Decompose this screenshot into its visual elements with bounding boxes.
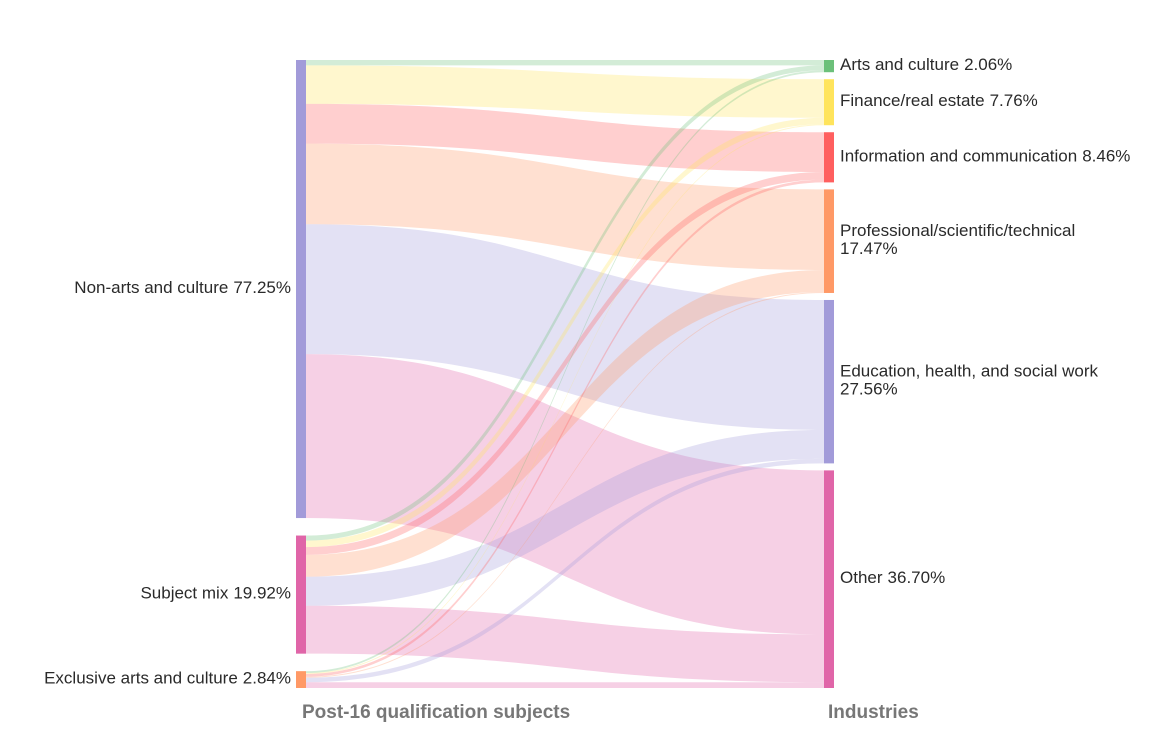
- node-label: Finance/real estate 7.76%: [840, 92, 1038, 111]
- node: [824, 60, 834, 73]
- node: [296, 535, 306, 654]
- node-label: Professional/scientific/technical 17.47%: [840, 222, 1075, 259]
- node: [824, 189, 834, 293]
- node: [824, 299, 834, 464]
- link: [306, 117, 824, 548]
- link: [306, 429, 824, 606]
- link: [306, 682, 824, 688]
- node-value-label: 2.06%: [964, 56, 1012, 75]
- node-name: Subject mix: [140, 584, 228, 603]
- link: [306, 143, 824, 271]
- source-title: Post-16 qualification subjects: [302, 702, 570, 723]
- link: [306, 224, 824, 430]
- link: [306, 65, 824, 118]
- node: [824, 470, 834, 688]
- node-value-label: 36.70%: [888, 569, 946, 588]
- node-label: Other 36.70%: [840, 569, 945, 588]
- link: [306, 291, 824, 678]
- node-label: Information and communication 8.46%: [840, 147, 1130, 166]
- nodes: Non-arts and culture 77.25% Subject mix 19.…: [44, 56, 1130, 688]
- link: [306, 171, 824, 555]
- node-name: Information and communication: [840, 147, 1077, 166]
- node: [296, 671, 306, 688]
- node-value-label: 17.47%: [840, 240, 898, 259]
- link: [306, 60, 824, 66]
- node-value-label: 8.46%: [1082, 147, 1130, 166]
- node-value-label: 19.92%: [233, 584, 291, 603]
- link: [306, 103, 824, 172]
- node-name: Education, health, and social work: [840, 362, 1098, 381]
- node-label: Subject mix 19.92%: [140, 584, 291, 603]
- node-name: Professional/scientific/technical: [840, 222, 1075, 241]
- node-name: Arts and culture: [840, 56, 959, 75]
- node-name: Exclusive arts and culture: [44, 669, 238, 688]
- links: [306, 60, 824, 688]
- link: [306, 605, 824, 683]
- link: [306, 124, 824, 674]
- node-label: Education, health, and social work 27.56%: [840, 362, 1098, 399]
- node-label: Arts and culture 2.06%: [840, 56, 1012, 75]
- target-title: Industries: [828, 702, 919, 723]
- node-name: Other: [840, 569, 883, 588]
- link: [306, 354, 824, 635]
- node-value-label: 2.84%: [243, 669, 291, 688]
- node-label: Non-arts and culture 77.25%: [74, 279, 291, 298]
- link: [306, 70, 824, 673]
- link: [306, 179, 824, 677]
- node-value-label: 27.56%: [840, 380, 898, 399]
- link: [306, 65, 824, 541]
- node-value-label: 77.25%: [233, 279, 291, 298]
- link: [306, 270, 824, 577]
- node-name: Non-arts and culture: [74, 279, 228, 298]
- node: [824, 132, 834, 183]
- node: [296, 60, 306, 519]
- node: [824, 79, 834, 126]
- node-value-label: 7.76%: [990, 92, 1038, 111]
- link: [306, 458, 824, 683]
- node-name: Finance/real estate: [840, 92, 985, 111]
- node-label: Exclusive arts and culture 2.84%: [44, 669, 291, 688]
